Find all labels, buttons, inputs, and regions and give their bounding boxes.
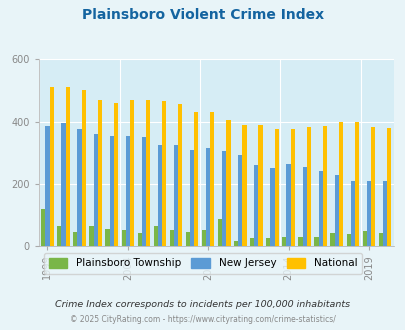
Text: © 2025 CityRating.com - https://www.cityrating.com/crime-statistics/: © 2025 CityRating.com - https://www.city… <box>70 315 335 324</box>
Bar <box>41 209 45 246</box>
Bar <box>173 145 178 246</box>
Bar <box>222 151 226 246</box>
Bar <box>121 230 126 246</box>
Bar <box>286 164 290 246</box>
Bar <box>169 230 173 246</box>
Bar <box>190 149 194 246</box>
Bar <box>313 237 318 246</box>
Bar <box>109 136 113 246</box>
Legend: Plainsboro Township, New Jersey, National: Plainsboro Township, New Jersey, Nationa… <box>43 253 362 274</box>
Bar <box>185 232 190 246</box>
Bar <box>113 103 118 246</box>
Bar <box>382 181 386 246</box>
Bar <box>194 112 198 246</box>
Bar <box>201 230 206 246</box>
Text: Crime Index corresponds to incidents per 100,000 inhabitants: Crime Index corresponds to incidents per… <box>55 300 350 309</box>
Bar <box>386 128 390 246</box>
Bar <box>158 145 162 246</box>
Bar <box>238 155 242 246</box>
Bar <box>105 229 109 246</box>
Bar <box>378 233 382 246</box>
Bar <box>77 129 81 246</box>
Bar <box>370 127 374 246</box>
Bar <box>334 175 338 246</box>
Bar <box>57 226 61 246</box>
Bar <box>306 127 310 246</box>
Bar <box>141 137 145 246</box>
Bar <box>298 237 302 246</box>
Bar <box>145 100 150 246</box>
Bar <box>249 238 254 246</box>
Bar <box>350 181 354 246</box>
Bar <box>153 226 158 246</box>
Bar <box>61 123 66 246</box>
Bar <box>318 171 322 246</box>
Bar <box>233 241 238 246</box>
Bar <box>49 87 53 246</box>
Bar <box>362 231 366 246</box>
Text: Plainsboro Violent Crime Index: Plainsboro Violent Crime Index <box>82 8 323 22</box>
Bar <box>130 100 134 246</box>
Bar <box>137 233 141 246</box>
Bar <box>354 122 358 246</box>
Bar <box>254 165 258 246</box>
Bar <box>338 121 342 246</box>
Bar <box>226 120 230 246</box>
Bar <box>93 134 98 246</box>
Bar <box>346 234 350 246</box>
Bar <box>81 90 85 246</box>
Bar <box>281 237 286 246</box>
Bar <box>258 125 262 246</box>
Bar <box>89 226 93 246</box>
Bar <box>330 233 334 246</box>
Bar <box>322 126 326 246</box>
Bar <box>217 219 222 246</box>
Bar <box>66 87 70 246</box>
Bar <box>266 238 270 246</box>
Bar <box>210 112 214 246</box>
Bar <box>242 125 246 246</box>
Bar <box>366 181 370 246</box>
Bar <box>98 100 102 246</box>
Bar <box>302 167 306 246</box>
Bar <box>73 232 77 246</box>
Bar <box>178 105 182 246</box>
Bar <box>290 129 294 246</box>
Bar <box>206 148 210 246</box>
Bar <box>126 136 130 246</box>
Bar <box>45 126 49 246</box>
Bar <box>270 168 274 246</box>
Bar <box>162 101 166 246</box>
Bar <box>274 129 278 246</box>
